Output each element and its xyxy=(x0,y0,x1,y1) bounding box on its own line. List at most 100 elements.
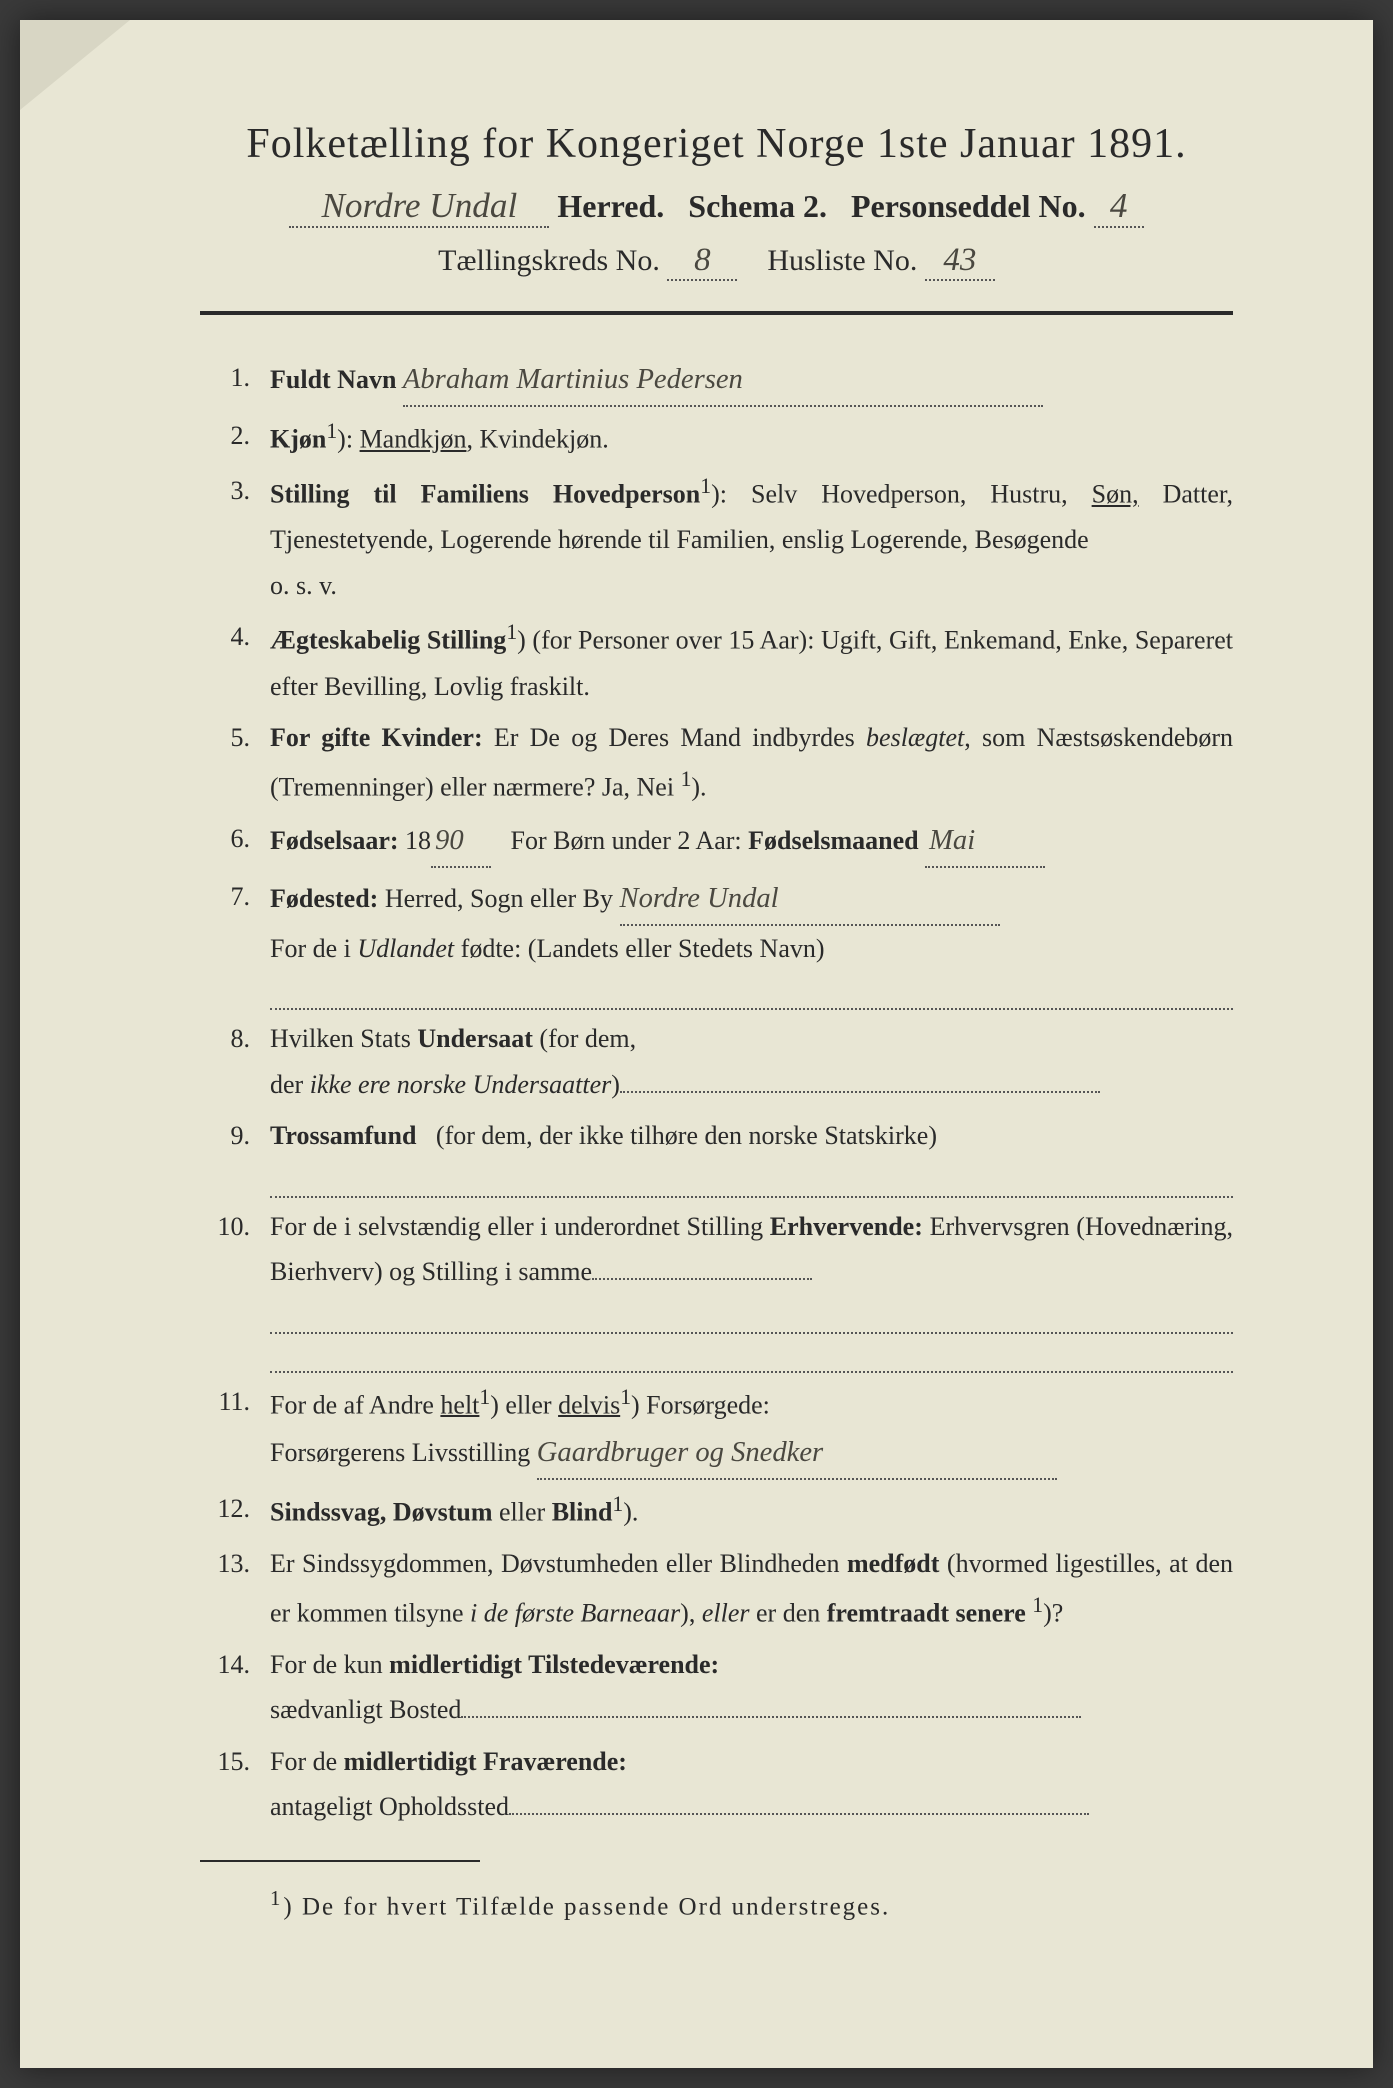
text-eller: eller xyxy=(702,1598,750,1627)
text: (for dem, xyxy=(533,1024,636,1053)
form-header: Folketælling for Kongeriget Norge 1ste J… xyxy=(200,120,1233,281)
item-body: Kjøn1): Mandkjøn, Kvindekjøn. xyxy=(270,413,1233,462)
text: der xyxy=(270,1070,310,1099)
item-body: Ægteskabelig Stilling1) (for Personer ov… xyxy=(270,614,1233,709)
item-body: Fødested: Herred, Sogn eller By Nordre U… xyxy=(270,874,1233,1011)
text: o. s. v. xyxy=(270,571,337,600)
personseddel-label: Personseddel No. xyxy=(851,188,1086,224)
text: eller xyxy=(493,1498,552,1527)
item-body: For gifte Kvinder: Er De og Deres Mand i… xyxy=(270,715,1233,810)
text: ) eller xyxy=(490,1390,558,1419)
text: Herred, Sogn eller By xyxy=(385,884,613,913)
husliste-value: 43 xyxy=(925,242,995,281)
label-kjon: Kjøn xyxy=(270,425,326,454)
blank-line xyxy=(620,1091,1100,1093)
item-number: 9. xyxy=(200,1113,270,1198)
form-item-list: 1. Fuldt Navn Abraham Martinius Pedersen… xyxy=(200,355,1233,1929)
blank-line xyxy=(270,1334,1233,1373)
item-body: Fødselsaar: 1890 For Børn under 2 Aar: F… xyxy=(270,816,1233,868)
text: fødte: (Landets eller Stedets Navn) xyxy=(454,934,824,963)
item-4: 4. Ægteskabelig Stilling1) (for Personer… xyxy=(200,614,1233,709)
blank-line xyxy=(461,1716,1081,1718)
text: Er Sindssygdommen, Døvstumheden eller Bl… xyxy=(270,1549,847,1578)
text: For de af Andre xyxy=(270,1390,440,1419)
item-number: 1. xyxy=(200,355,270,407)
text-beslaegtet: beslægtet xyxy=(866,723,964,752)
text: Hvilken Stats xyxy=(270,1024,417,1053)
label-fremtraadt: fremtraadt senere xyxy=(827,1598,1026,1627)
header-divider xyxy=(200,311,1233,315)
item-number: 13. xyxy=(200,1541,270,1636)
text: (for dem, der ikke tilhøre den norske St… xyxy=(436,1121,937,1150)
herred-label: Herred. xyxy=(557,188,664,224)
month-value: Mai xyxy=(925,816,1045,868)
item-number: 7. xyxy=(200,874,270,1011)
item-body: Hvilken Stats Undersaat (for dem, der ik… xyxy=(270,1016,1233,1107)
footnote-ref: 1 xyxy=(479,1385,490,1409)
item-number: 3. xyxy=(200,468,270,608)
item-number: 12. xyxy=(200,1486,270,1535)
text-barneaar: i de første Barneaar xyxy=(470,1598,680,1627)
label-blind: Blind xyxy=(552,1498,613,1527)
label-gifte-kvinder: For gifte Kvinder: xyxy=(270,723,483,752)
text: ), xyxy=(680,1598,695,1627)
schema-label: Schema 2. xyxy=(688,188,827,224)
text: For Børn under 2 Aar: xyxy=(511,826,742,855)
text: Forsørgerens Livsstilling xyxy=(270,1438,530,1467)
page-fold-corner xyxy=(20,20,130,110)
label-fuldt-navn: Fuldt Navn xyxy=(270,365,396,394)
kreds-label: Tællingskreds No. xyxy=(438,244,660,277)
text: ) Forsørgede: xyxy=(631,1390,770,1419)
name-value: Abraham Martinius Pedersen xyxy=(403,355,1043,407)
item-body: Fuldt Navn Abraham Martinius Pedersen xyxy=(270,355,1233,407)
item-body: For de i selvstændig eller i underordnet… xyxy=(270,1204,1233,1373)
blank-line xyxy=(270,971,1233,1010)
opt-delvis: delvis xyxy=(558,1390,620,1419)
footnote-ref: 1 xyxy=(326,419,337,443)
census-form-page: Folketælling for Kongeriget Norge 1ste J… xyxy=(20,20,1373,2068)
footnote-text: ) De for hvert Tilfælde passende Ord und… xyxy=(283,1893,890,1920)
year-prefix: 18 xyxy=(405,826,431,855)
text: Er De og Deres Mand indbyrdes xyxy=(494,723,866,752)
footnote: 1) De for hvert Tilfælde passende Ord un… xyxy=(270,1880,1233,1929)
item-body: For de midlertidigt Fraværende: antageli… xyxy=(270,1739,1233,1830)
label-fodselsaar: Fødselsaar: xyxy=(270,826,399,855)
text: For de i selvstændig eller i underordnet… xyxy=(270,1212,770,1241)
blank-inline xyxy=(592,1278,812,1280)
opt-mandkjon: Mandkjøn xyxy=(360,425,467,454)
subtitle-line-1: Nordre Undal Herred. Schema 2. Personsed… xyxy=(200,186,1233,228)
fodested-value: Nordre Undal xyxy=(620,874,1000,926)
opt-kvindekjon: , Kvindekjøn. xyxy=(466,425,608,454)
item-number: 14. xyxy=(200,1642,270,1733)
item-5: 5. For gifte Kvinder: Er De og Deres Man… xyxy=(200,715,1233,810)
year-value: 90 xyxy=(431,816,491,868)
blank-line xyxy=(270,1295,1233,1334)
label-undersaat: Undersaat xyxy=(417,1024,533,1053)
item-15: 15. For de midlertidigt Fraværende: anta… xyxy=(200,1739,1233,1830)
main-title: Folketælling for Kongeriget Norge 1ste J… xyxy=(200,120,1233,168)
text: antageligt Opholdssted xyxy=(270,1792,509,1821)
item-7: 7. Fødested: Herred, Sogn eller By Nordr… xyxy=(200,874,1233,1011)
text: er den xyxy=(750,1598,827,1627)
kreds-value: 8 xyxy=(667,242,737,281)
item-9: 9. Trossamfund (for dem, der ikke tilhør… xyxy=(200,1113,1233,1198)
item-1: 1. Fuldt Navn Abraham Martinius Pedersen xyxy=(200,355,1233,407)
text: ): Selv Hovedperson, Hustru, xyxy=(711,480,1092,509)
item-body: Sindssvag, Døvstum eller Blind1). xyxy=(270,1486,1233,1535)
label-aegteskab: Ægteskabelig Stilling xyxy=(270,626,506,655)
footnote-ref: 1 xyxy=(700,474,711,498)
footnote-divider xyxy=(200,1860,480,1862)
item-number: 15. xyxy=(200,1739,270,1830)
item-body: Trossamfund (for dem, der ikke tilhøre d… xyxy=(270,1113,1233,1198)
text: ) xyxy=(611,1070,620,1099)
herred-value: Nordre Undal xyxy=(289,186,549,228)
label-erhvervende: Erhvervende: xyxy=(770,1212,923,1241)
label-fravaerende: midlertidigt Fraværende: xyxy=(344,1747,627,1776)
item-6: 6. Fødselsaar: 1890 For Børn under 2 Aar… xyxy=(200,816,1233,868)
footnote-ref: 1 xyxy=(681,767,692,791)
footnote-marker: 1 xyxy=(270,1886,283,1910)
item-2: 2. Kjøn1): Mandkjøn, Kvindekjøn. xyxy=(200,413,1233,462)
footnote-ref: 1 xyxy=(1032,1593,1043,1617)
opt-son: Søn, xyxy=(1092,480,1139,509)
text: ). xyxy=(691,772,706,801)
